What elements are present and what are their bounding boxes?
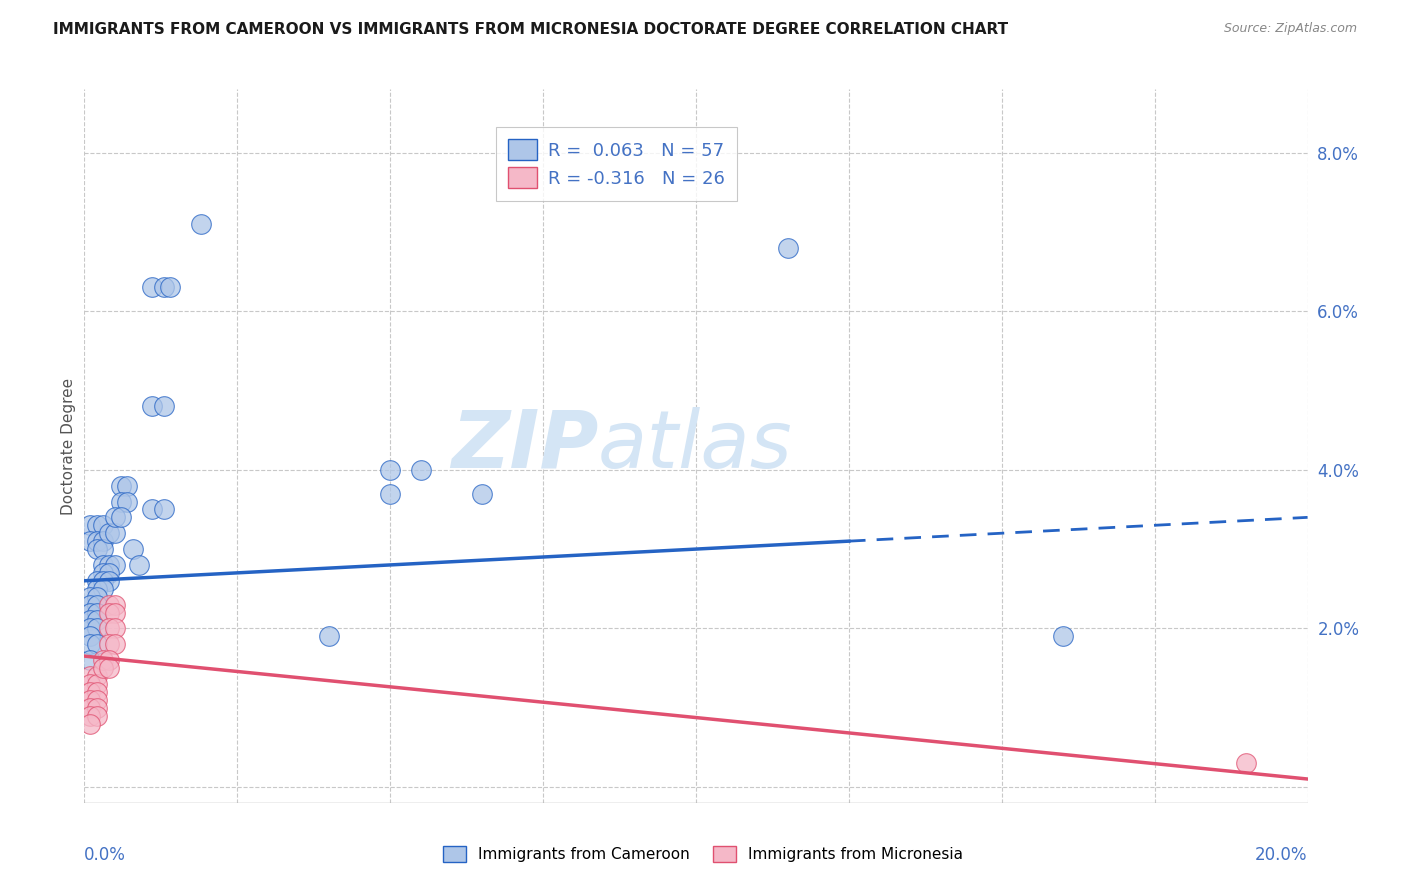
Point xyxy=(79,716,101,731)
Point xyxy=(86,542,108,557)
Point xyxy=(79,518,101,533)
Point xyxy=(97,526,120,541)
Point xyxy=(86,677,108,691)
Point xyxy=(86,692,108,706)
Point xyxy=(86,685,108,699)
Point xyxy=(97,653,120,667)
Point xyxy=(79,692,101,706)
Point xyxy=(91,518,114,533)
Point xyxy=(153,502,176,516)
Point xyxy=(79,700,101,714)
Point xyxy=(86,574,108,588)
Text: 0.0%: 0.0% xyxy=(84,846,127,863)
Point xyxy=(104,510,127,524)
Point xyxy=(141,400,163,414)
Y-axis label: Doctorate Degree: Doctorate Degree xyxy=(60,377,76,515)
Point xyxy=(104,598,127,612)
Point xyxy=(91,582,114,596)
Point xyxy=(86,637,108,651)
Point xyxy=(776,241,799,255)
Point xyxy=(97,574,120,588)
Text: Source: ZipAtlas.com: Source: ZipAtlas.com xyxy=(1223,22,1357,36)
Point xyxy=(79,669,101,683)
Point xyxy=(115,478,138,492)
Point xyxy=(86,614,108,628)
Text: ZIP: ZIP xyxy=(451,407,598,485)
Point xyxy=(110,494,132,508)
Point xyxy=(86,708,108,723)
Point xyxy=(104,606,127,620)
Point xyxy=(91,566,114,580)
Point xyxy=(79,708,101,723)
Point xyxy=(79,614,101,628)
Point xyxy=(97,637,120,651)
Point xyxy=(471,486,494,500)
Point xyxy=(79,637,101,651)
Point xyxy=(104,526,127,541)
Point xyxy=(86,534,108,549)
Point xyxy=(91,653,114,667)
Point xyxy=(79,653,101,667)
Point xyxy=(318,629,340,643)
Point xyxy=(97,566,120,580)
Point xyxy=(104,621,127,635)
Point xyxy=(380,463,402,477)
Point xyxy=(1236,756,1258,771)
Point xyxy=(141,502,163,516)
Point xyxy=(86,582,108,596)
Point xyxy=(79,629,101,643)
Legend: R =  0.063   N = 57, R = -0.316   N = 26: R = 0.063 N = 57, R = -0.316 N = 26 xyxy=(495,127,737,201)
Point xyxy=(86,606,108,620)
Point xyxy=(86,700,108,714)
Text: IMMIGRANTS FROM CAMEROON VS IMMIGRANTS FROM MICRONESIA DOCTORATE DEGREE CORRELAT: IMMIGRANTS FROM CAMEROON VS IMMIGRANTS F… xyxy=(53,22,1008,37)
Point xyxy=(104,558,127,572)
Point xyxy=(86,590,108,604)
Point xyxy=(97,621,120,635)
Point xyxy=(115,494,138,508)
Point xyxy=(79,598,101,612)
Point xyxy=(153,280,176,294)
Point xyxy=(141,280,163,294)
Point xyxy=(79,677,101,691)
Point xyxy=(122,542,145,557)
Point xyxy=(110,478,132,492)
Point xyxy=(79,621,101,635)
Text: 20.0%: 20.0% xyxy=(1256,846,1308,863)
Point xyxy=(1052,629,1074,643)
Point xyxy=(97,606,120,620)
Point xyxy=(91,574,114,588)
Point xyxy=(91,534,114,549)
Text: atlas: atlas xyxy=(598,407,793,485)
Point xyxy=(91,661,114,675)
Point xyxy=(190,217,212,231)
Point xyxy=(380,486,402,500)
Point xyxy=(79,534,101,549)
Point xyxy=(86,621,108,635)
Point xyxy=(91,558,114,572)
Legend: Immigrants from Cameroon, Immigrants from Micronesia: Immigrants from Cameroon, Immigrants fro… xyxy=(437,840,969,868)
Point xyxy=(91,542,114,557)
Point xyxy=(86,598,108,612)
Point xyxy=(97,558,120,572)
Point xyxy=(104,637,127,651)
Point xyxy=(79,590,101,604)
Point xyxy=(86,518,108,533)
Point xyxy=(128,558,150,572)
Point xyxy=(97,598,120,612)
Point xyxy=(86,669,108,683)
Point xyxy=(79,685,101,699)
Point xyxy=(97,661,120,675)
Point xyxy=(110,510,132,524)
Point xyxy=(153,400,176,414)
Point xyxy=(409,463,432,477)
Point xyxy=(159,280,181,294)
Point xyxy=(79,606,101,620)
